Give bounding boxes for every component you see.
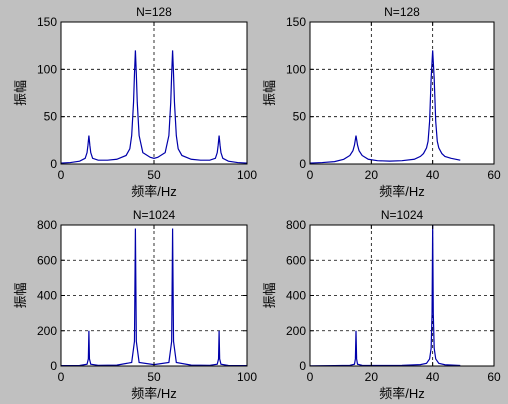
x-tick-label: 40 bbox=[426, 370, 440, 384]
y-tick-label: 400 bbox=[286, 289, 306, 303]
y-tick-label: 200 bbox=[37, 324, 57, 338]
x-tick-label: 0 bbox=[307, 370, 314, 384]
y-axis-label: 振幅 bbox=[262, 282, 277, 308]
y-tick-label: 50 bbox=[44, 110, 58, 124]
plot-area bbox=[310, 22, 494, 164]
x-tick-label: 50 bbox=[147, 370, 161, 384]
y-axis-label: 振幅 bbox=[262, 80, 277, 106]
x-tick-label: 50 bbox=[147, 168, 161, 182]
x-axis-label: 频率/Hz bbox=[379, 386, 425, 401]
y-tick-label: 200 bbox=[286, 324, 306, 338]
y-axis-label: 振幅 bbox=[13, 80, 28, 106]
subplot-3: 0 50 100 0 200 400 600 800 N=1024 频率/Hz 振幅 bbox=[13, 208, 257, 401]
plot-area bbox=[61, 22, 247, 164]
x-tick-label: 40 bbox=[426, 168, 440, 182]
y-axis-label: 振幅 bbox=[13, 282, 28, 308]
axes-frame bbox=[309, 21, 495, 165]
x-tick-label: 20 bbox=[365, 168, 379, 182]
subplot-1: 0 50 100 0 50 100 150 N=128 频率/Hz 振幅 bbox=[13, 5, 257, 199]
x-tick-label: 0 bbox=[58, 370, 65, 384]
x-axis-label: 频率/Hz bbox=[131, 184, 177, 199]
x-axis-label: 频率/Hz bbox=[379, 184, 425, 199]
x-tick-label: 0 bbox=[307, 168, 314, 182]
x-tick-label: 100 bbox=[237, 168, 257, 182]
series-line-1 bbox=[309, 50, 461, 164]
plot-title: N=1024 bbox=[381, 208, 424, 222]
plot-title: N=128 bbox=[384, 5, 420, 19]
y-tick-label: 0 bbox=[299, 157, 306, 171]
y-tick-label: 400 bbox=[37, 289, 57, 303]
y-tick-label: 0 bbox=[50, 157, 57, 171]
plot-title: N=1024 bbox=[133, 208, 176, 222]
y-tick-label: 100 bbox=[286, 62, 306, 76]
x-tick-label: 100 bbox=[237, 370, 257, 384]
y-tick-label: 0 bbox=[299, 359, 306, 373]
y-tick-label: 600 bbox=[286, 253, 306, 267]
x-axis-label: 频率/Hz bbox=[131, 386, 177, 401]
y-tick-label: 100 bbox=[37, 62, 57, 76]
y-tick-label: 600 bbox=[37, 253, 57, 267]
x-tick-label: 60 bbox=[487, 370, 501, 384]
y-tick-label: 150 bbox=[286, 15, 306, 29]
x-tick-label: 20 bbox=[365, 370, 379, 384]
y-tick-label: 50 bbox=[293, 110, 307, 124]
series-line-1 bbox=[60, 50, 248, 164]
y-tick-label: 800 bbox=[37, 218, 57, 232]
y-tick-label: 150 bbox=[37, 15, 57, 29]
y-tick-label: 800 bbox=[286, 218, 306, 232]
series-line-1 bbox=[309, 224, 461, 367]
x-tick-label: 0 bbox=[58, 168, 65, 182]
y-tick-label: 0 bbox=[50, 359, 57, 373]
plot-title: N=128 bbox=[136, 5, 172, 19]
x-tick-label: 60 bbox=[487, 168, 501, 182]
subplot-2: 0 20 40 60 0 50 100 150 N=128 频率/Hz 振幅 bbox=[262, 5, 501, 199]
